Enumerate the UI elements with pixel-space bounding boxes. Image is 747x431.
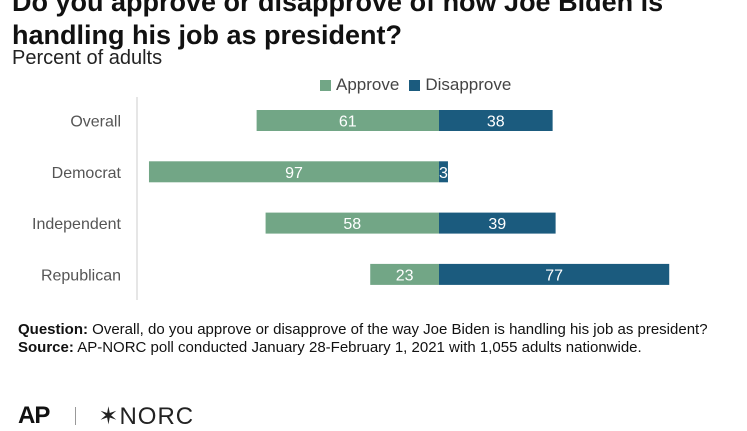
legend-label-approve: Approve [336, 75, 400, 94]
bar-disapprove-democrat [439, 161, 448, 183]
bar-approve-independent [265, 212, 439, 234]
bar-chart: Overall 61 38 Democrat 97 3 Independent 58 39 Rep… [32, 97, 670, 300]
data-label-approve-independent: 58 [343, 216, 361, 233]
logo-bar: AP ✶NORC [18, 401, 194, 431]
data-label-disapprove-overall: 38 [487, 114, 505, 131]
category-label-overall: Overall [70, 114, 121, 131]
legend-item-approve: Approve [320, 75, 399, 95]
ap-logo: AP [18, 402, 50, 429]
question-text: Overall, do you approve or disapprove of… [88, 321, 708, 338]
legend-item-disapprove: Disapprove [409, 75, 511, 95]
chart-title: Do you approve or disapprove of how Joe … [12, 0, 664, 50]
data-label-approve-republican: 23 [396, 267, 414, 284]
bar-approve-republican [370, 263, 439, 285]
question-note: Question: Overall, do you approve or dis… [18, 321, 733, 339]
bar-disapprove-republican [439, 263, 670, 285]
data-label-disapprove-democrat: 3 [439, 165, 448, 182]
chart-subtitle: Percent of adults [12, 47, 163, 69]
legend-label-disapprove: Disapprove [425, 75, 512, 94]
category-label-independent: Independent [32, 216, 122, 233]
question-label: Question: [18, 321, 88, 338]
source-text: AP-NORC poll conducted January 28-Februa… [73, 339, 642, 356]
chart-notes: Question: Overall, do you approve or dis… [18, 321, 733, 357]
source-note: Source: AP-NORC poll conducted January 2… [18, 339, 733, 357]
legend-swatch-approve [320, 79, 331, 91]
data-label-disapprove-republican: 77 [545, 267, 563, 284]
bar-disapprove-overall [439, 110, 553, 131]
category-label-republican: Republican [41, 267, 121, 284]
legend: Approve Disapprove [320, 75, 521, 95]
data-label-approve-democrat: 97 [285, 165, 303, 182]
norc-logo: ✶NORC [98, 402, 195, 430]
data-label-approve-overall: 61 [339, 114, 357, 131]
bar-approve-overall [256, 110, 439, 131]
category-label-democrat: Democrat [52, 165, 122, 182]
bar-disapprove-independent [439, 212, 556, 234]
legend-swatch-disapprove [409, 79, 421, 91]
source-label: Source: [18, 339, 74, 356]
bar-approve-democrat [148, 161, 439, 183]
logo-divider [75, 407, 77, 425]
data-label-disapprove-independent: 39 [488, 216, 506, 233]
